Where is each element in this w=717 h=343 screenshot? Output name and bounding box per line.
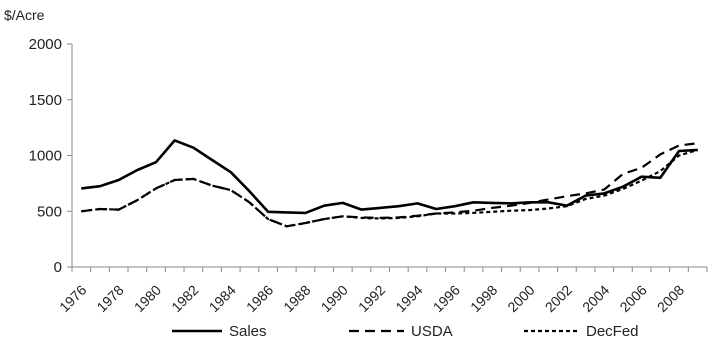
x-tick-label: 1990 (318, 282, 351, 315)
x-tick-label: 1984 (206, 282, 239, 315)
x-tick-label: 1992 (355, 282, 388, 315)
y-tick-label: 1500 (29, 92, 62, 109)
x-tick-label: 1994 (392, 282, 425, 315)
y-tick-label: 0 (54, 259, 62, 276)
x-tick-label: 1982 (168, 282, 201, 315)
x-tick-label: 1976 (56, 282, 89, 315)
x-tick-label: 1988 (280, 282, 313, 315)
y-axis-label: $/Acre (4, 7, 45, 23)
legend-label-decfed: DecFed (586, 323, 639, 340)
x-tick-label: 1998 (467, 282, 500, 315)
y-axis: 0 500 1000 1500 2000 (29, 36, 73, 276)
x-tick-label: 1980 (131, 282, 164, 315)
series-line-sales (81, 139, 698, 215)
x-tick-label: 2008 (654, 282, 687, 315)
x-tick-label: 1986 (243, 282, 276, 315)
legend-label-usda: USDA (411, 323, 453, 340)
x-tick-label: 1978 (93, 282, 126, 315)
y-tick-label: 1000 (29, 148, 62, 165)
x-tick-label: 2002 (542, 282, 575, 315)
x-tick-label: 2006 (616, 282, 649, 315)
y-tick-label: 2000 (29, 36, 62, 53)
series-line-decfed (81, 148, 699, 228)
x-axis: 1976 1978 1980 1982 1984 1986 1988 1990 1992 1994… (56, 266, 708, 315)
x-tick-label: 2004 (579, 282, 612, 315)
x-tick-label: 2000 (504, 282, 537, 315)
legend: Sales USDA DecFed (172, 323, 639, 340)
series-line-usda (81, 142, 698, 228)
y-tick-label: 500 (37, 203, 62, 220)
legend-label-sales: Sales (229, 323, 267, 340)
x-tick-label: 1996 (430, 282, 463, 315)
series-layer (81, 139, 699, 228)
